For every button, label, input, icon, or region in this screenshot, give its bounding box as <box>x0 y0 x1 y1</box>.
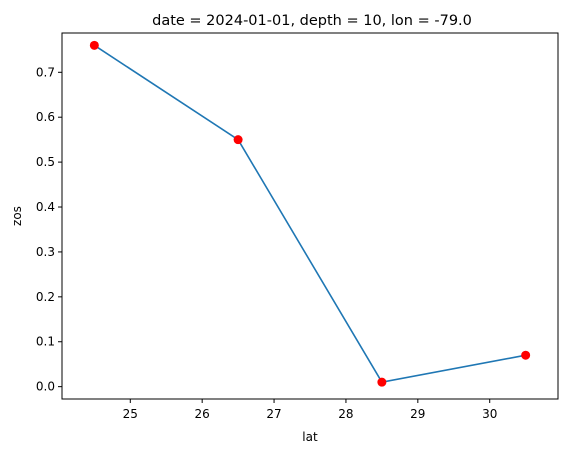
series-layer <box>89 40 531 387</box>
data-point-marker <box>233 135 243 145</box>
x-tick-label: 26 <box>195 407 210 421</box>
data-point-marker <box>89 40 99 50</box>
x-tick-label: 28 <box>338 407 353 421</box>
y-tick-label: 0.0 <box>36 380 55 394</box>
x-tick-label: 27 <box>266 407 281 421</box>
x-axis-label: lat <box>302 430 318 444</box>
plot-frame <box>61 32 559 400</box>
x-tick-label: 29 <box>410 407 425 421</box>
y-tick-label: 0.2 <box>36 290 55 304</box>
y-tick-label: 0.3 <box>36 245 55 259</box>
y-axis-label: zos <box>10 206 24 226</box>
y-tick-label: 0.1 <box>36 335 55 349</box>
y-axis: 0.0 0.1 0.2 0.3 0.4 0.5 0.6 0.7 <box>36 65 62 394</box>
y-tick-label: 0.6 <box>36 110 55 124</box>
data-point-marker <box>377 377 387 387</box>
x-tick-label: 30 <box>482 407 497 421</box>
y-tick-label: 0.7 <box>36 65 55 79</box>
series-line <box>93 44 526 383</box>
y-tick-label: 0.4 <box>36 200 55 214</box>
chart-title: date = 2024-01-01, depth = 10, lon = -79… <box>152 13 472 29</box>
data-point-marker <box>521 350 531 360</box>
y-tick-label: 0.5 <box>36 155 55 169</box>
x-tick-label: 25 <box>123 407 138 421</box>
x-axis: 25 26 27 28 29 30 <box>123 399 497 421</box>
